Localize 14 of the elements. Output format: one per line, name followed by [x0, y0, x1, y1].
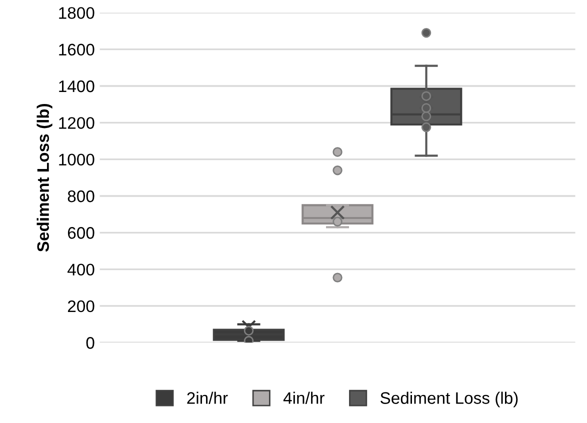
- y-tick-label: 1000: [59, 154, 94, 166]
- y-tick-label: 600: [68, 227, 94, 239]
- y-tick-label: 0: [86, 337, 94, 349]
- y-tick-label: 1200: [59, 117, 94, 129]
- legend-label: 4in/hr: [283, 392, 324, 404]
- y-tick-label: 200: [68, 300, 94, 312]
- legend-label: 2in/hr: [187, 392, 228, 404]
- y-tick-label: 800: [68, 190, 94, 202]
- legend-label: Sediment Loss (lb): [380, 392, 518, 408]
- y-tick-label: 1400: [59, 80, 94, 92]
- y-axis-title: Sediment Loss (lb): [36, 104, 52, 252]
- y-tick-label: 1600: [59, 44, 94, 56]
- y-tick-label: 400: [68, 264, 94, 276]
- y-tick-label: 1800: [59, 7, 94, 19]
